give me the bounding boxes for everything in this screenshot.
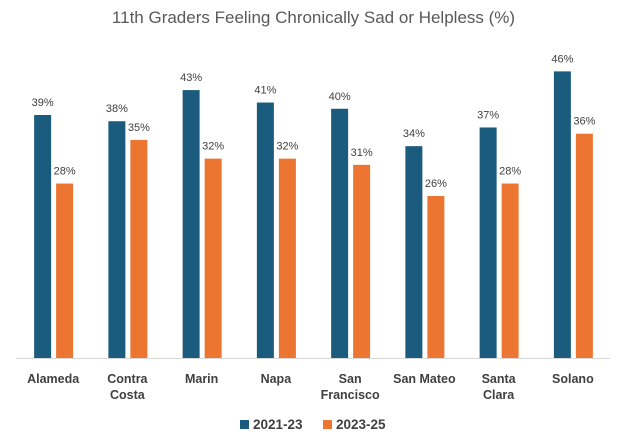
legend: 2021-23 2023-25: [240, 417, 386, 432]
chart-title: 11th Graders Feeling Chronically Sad or …: [112, 8, 515, 27]
bar-2021-23: [405, 146, 423, 358]
bar-2021-23: [479, 127, 497, 358]
data-label: 28%: [499, 166, 521, 178]
category-label: San: [339, 372, 362, 386]
bar-2021-23: [553, 71, 571, 358]
data-label: 46%: [551, 53, 573, 65]
data-label: 28%: [54, 166, 76, 178]
legend-swatch: [323, 420, 332, 429]
bar-2023-25: [204, 158, 222, 358]
bar-2021-23: [256, 102, 274, 359]
category-group: 40% 31% San Francisco: [321, 91, 380, 402]
category-label: San Mateo: [393, 372, 456, 386]
data-label: 36%: [573, 116, 595, 128]
data-label: 38%: [106, 103, 128, 115]
category-group: 43% 32% Marin: [180, 72, 224, 386]
category-label: Costa: [110, 388, 146, 402]
bar-2023-25: [278, 158, 296, 358]
data-label: 43%: [180, 72, 202, 84]
category-label: Santa: [482, 372, 517, 386]
bar-2021-23: [182, 90, 200, 359]
bar-2023-25: [501, 183, 519, 358]
data-label: 34%: [403, 128, 425, 140]
bar-2023-25: [427, 196, 445, 358]
data-label: 39%: [32, 97, 54, 109]
data-label: 32%: [276, 141, 298, 153]
category-group: 37% 28% Santa Clara: [477, 109, 521, 402]
data-label: 26%: [425, 178, 447, 190]
category-label: Napa: [261, 372, 293, 386]
bar-2021-23: [108, 121, 126, 358]
category-label: Solano: [552, 372, 594, 386]
bar-2023-25: [130, 139, 148, 358]
category-label: Alameda: [27, 372, 80, 386]
bar-2023-25: [353, 164, 371, 358]
legend-item: 2023-25: [323, 417, 386, 432]
data-label: 41%: [254, 85, 276, 97]
bar-2023-25: [575, 133, 593, 358]
bar-2023-25: [56, 183, 74, 358]
bar-2021-23: [34, 115, 52, 358]
legend-swatch: [240, 420, 249, 429]
category-group: 34% 26% San Mateo: [393, 128, 456, 386]
category-label: Marin: [185, 372, 218, 386]
legend-label: 2023-25: [336, 417, 386, 432]
category-group: 46% 36% Solano: [551, 53, 595, 386]
data-label: 35%: [128, 122, 150, 134]
data-label: 31%: [351, 147, 373, 159]
legend-item: 2021-23: [240, 417, 303, 432]
data-label: 32%: [202, 141, 224, 153]
category-group: 41% 32% Napa: [254, 85, 298, 386]
category-label: Clara: [483, 388, 515, 402]
category-group: 38%35% Contra Costa: [106, 103, 150, 402]
category-group: 39% 28% Alameda: [27, 97, 80, 386]
category-label: Francisco: [321, 388, 380, 402]
data-label: 40%: [329, 91, 351, 103]
data-label: 37%: [477, 109, 499, 121]
legend-label: 2021-23: [253, 417, 303, 432]
plot-area: 39% 28% Alameda 38%35% Contra Costa 43% 32% Mari…: [27, 53, 596, 402]
category-label: Contra: [107, 372, 148, 386]
bar-2021-23: [331, 108, 349, 359]
